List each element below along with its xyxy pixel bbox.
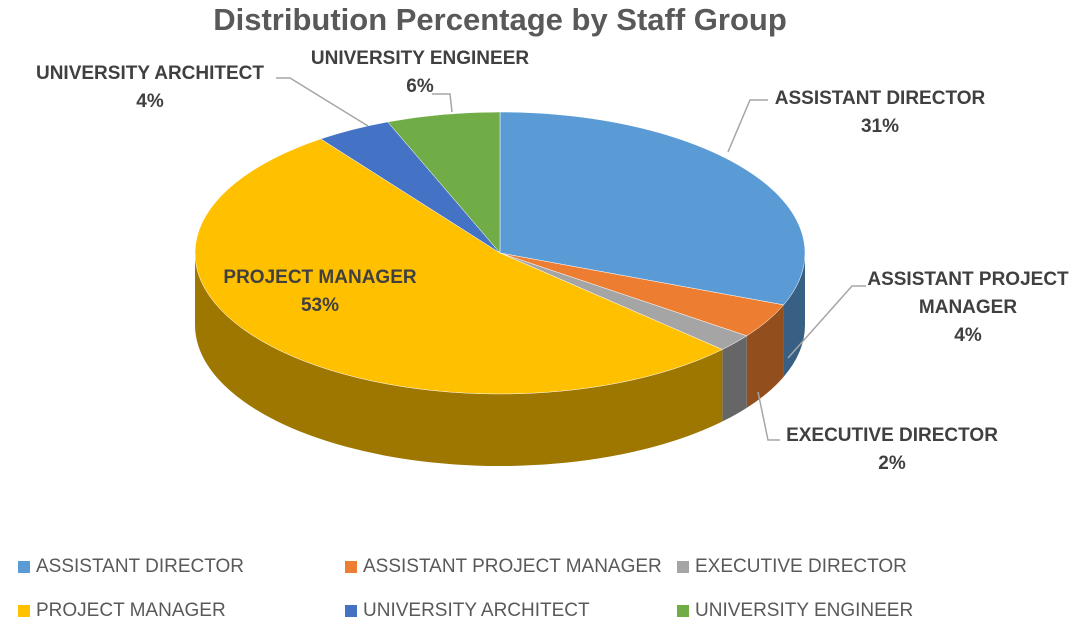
legend-label: ASSISTANT DIRECTOR xyxy=(36,556,244,577)
legend-label: UNIVERSITY ENGINEER xyxy=(695,600,914,621)
label-name: ASSISTANT DIRECTOR xyxy=(774,88,986,109)
label-value: 31% xyxy=(860,116,900,137)
legend-swatch xyxy=(677,561,689,573)
legend-item: UNIVERSITY ARCHITECT xyxy=(345,600,590,622)
legend-swatch xyxy=(18,561,30,573)
chart-title: Distribution Percentage by Staff Group xyxy=(213,2,787,37)
label-name: UNIVERSITY ARCHITECT xyxy=(35,63,265,84)
legend-swatch xyxy=(677,605,689,617)
leader-line xyxy=(276,77,369,127)
label-value: 4% xyxy=(954,325,982,346)
slice xyxy=(499,111,806,306)
label-value: 6% xyxy=(406,76,434,97)
slice-side xyxy=(746,304,784,408)
leader-line xyxy=(787,285,866,359)
leader-line xyxy=(432,93,453,113)
slice-side xyxy=(195,253,723,466)
legend-item: UNIVERSITY ENGINEER xyxy=(677,600,913,622)
legend-item: ASSISTANT PROJECT MANAGER xyxy=(345,556,662,578)
label-value: 2% xyxy=(878,453,906,474)
slice xyxy=(194,138,723,395)
data-label: UNIVERSITY ENGINEER 6% xyxy=(290,45,550,101)
legend-item: EXECUTIVE DIRECTOR xyxy=(677,556,907,578)
label-value: 53% xyxy=(300,295,340,316)
leader-line xyxy=(727,99,768,153)
legend-label: ASSISTANT PROJECT MANAGER xyxy=(363,556,662,577)
legend-item: ASSISTANT DIRECTOR xyxy=(18,556,244,578)
slice-side xyxy=(722,335,747,422)
legend-swatch xyxy=(345,605,357,617)
legend-item: PROJECT MANAGER xyxy=(18,600,226,622)
data-label: PROJECT MANAGER 53% xyxy=(190,264,450,320)
data-label: ASSISTANT DIRECTOR 31% xyxy=(750,85,1010,141)
label-name: ASSISTANT PROJECT MANAGER xyxy=(867,269,1069,318)
leader-line xyxy=(757,391,780,441)
label-name: EXECUTIVE DIRECTOR xyxy=(786,425,998,446)
legend-label: PROJECT MANAGER xyxy=(36,600,226,621)
legend-swatch xyxy=(345,561,357,573)
data-label: UNIVERSITY ARCHITECT 4% xyxy=(20,60,280,116)
data-label: ASSISTANT PROJECT MANAGER 4% xyxy=(853,266,1083,350)
legend-label: UNIVERSITY ARCHITECT xyxy=(363,600,590,621)
data-label: EXECUTIVE DIRECTOR 2% xyxy=(762,422,1022,478)
label-name: UNIVERSITY ENGINEER xyxy=(310,48,530,69)
legend-swatch xyxy=(18,605,30,617)
label-name: PROJECT MANAGER xyxy=(223,267,417,288)
slice xyxy=(387,111,501,254)
legend-label: EXECUTIVE DIRECTOR xyxy=(695,556,907,577)
label-value: 4% xyxy=(136,91,164,112)
